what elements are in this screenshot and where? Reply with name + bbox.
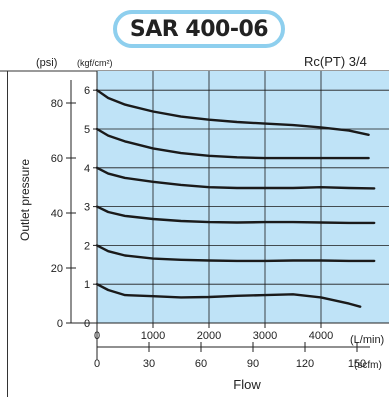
y-tick-label: 0 (84, 318, 90, 330)
model-badge: SAR 400-06 (113, 10, 285, 48)
model-title: SAR 400-06 (129, 16, 269, 42)
psi-tick-label: 20 (51, 263, 63, 275)
psi-tick-label: 60 (51, 153, 63, 165)
scfm-tick-label: 90 (247, 358, 259, 370)
x-unit-secondary: (scfm) (354, 360, 382, 371)
x-tick-label: 0 (94, 330, 100, 342)
y-tick-label: 4 (84, 163, 90, 175)
x-axis-label: Flow (233, 377, 261, 392)
series-line-5 (95, 244, 376, 263)
scfm-tick-label: 30 (143, 358, 155, 370)
psi-tick-label: 40 (51, 208, 63, 220)
y-tick-label: 6 (84, 85, 90, 97)
x-tick-label: 3000 (253, 330, 277, 342)
series-line-4 (95, 205, 376, 225)
port-label: Rc(PT) 3/4 (304, 54, 367, 69)
x-tick-label: 4000 (309, 330, 333, 342)
y-axis-label: Outlet pressure (18, 159, 32, 241)
x-tick-label: 1000 (141, 330, 165, 342)
y-tick-label: 3 (84, 202, 90, 214)
y-tick-label: 2 (84, 240, 90, 252)
y-unit-primary: (kgf/cm²) (77, 58, 113, 68)
scfm-tick-label: 150 (348, 358, 366, 370)
x-unit-primary: (L/min) (350, 334, 384, 346)
series-lines (95, 89, 376, 308)
series-line-2 (95, 127, 370, 160)
series-line-1 (95, 89, 370, 136)
scfm-tick-label: 0 (94, 358, 100, 370)
series-line-6 (95, 283, 362, 308)
gridlines (97, 71, 389, 323)
y-tick-label: 1 (84, 279, 90, 291)
scfm-tick-label: 120 (296, 358, 314, 370)
x-tick-label: 2000 (197, 330, 221, 342)
y-tick-label: 5 (84, 124, 90, 136)
series-line-3 (95, 166, 376, 190)
scfm-tick-label: 60 (195, 358, 207, 370)
psi-tick-label: 80 (51, 98, 63, 110)
y-unit-secondary: (psi) (36, 57, 57, 69)
plot-background (97, 71, 389, 323)
psi-tick-label: 0 (57, 318, 63, 330)
